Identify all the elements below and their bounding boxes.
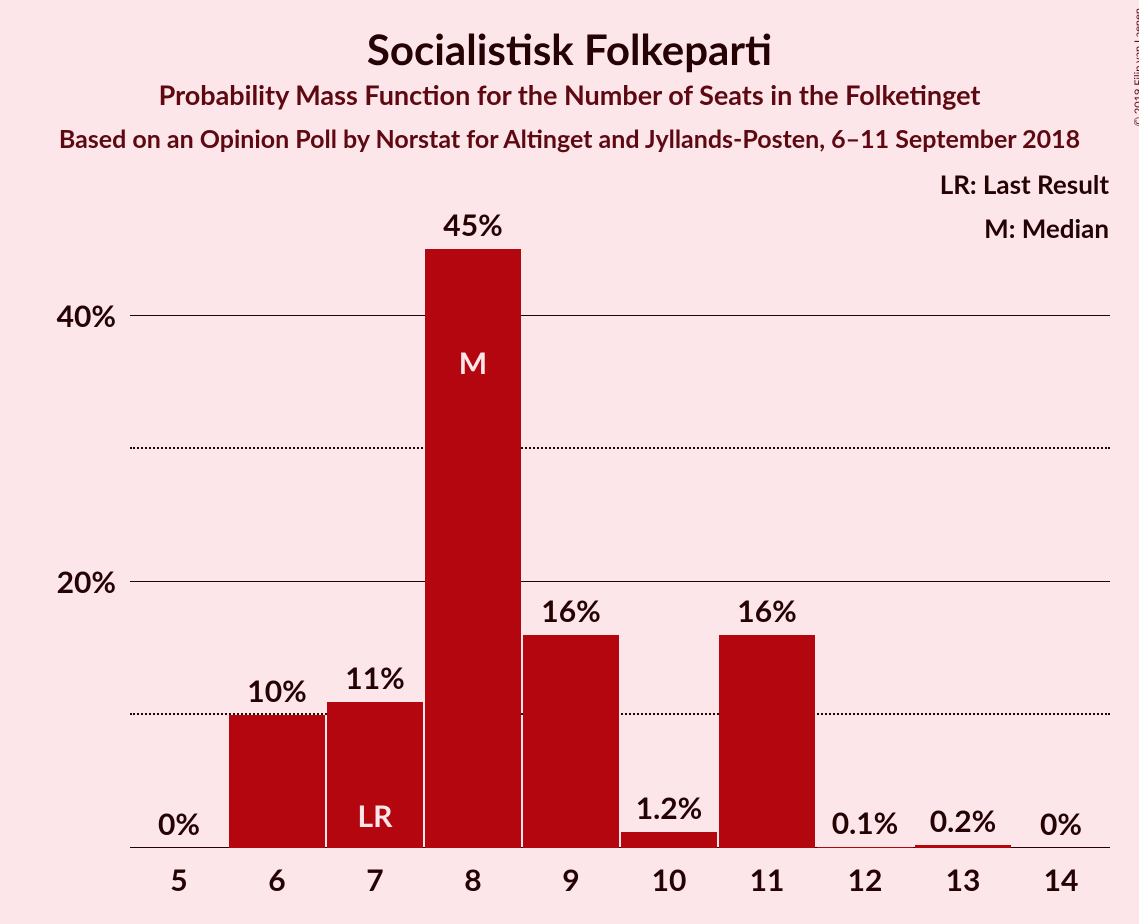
gridline bbox=[130, 447, 1110, 449]
x-axis-tick-label: 13 bbox=[946, 862, 981, 898]
bar: 0.2% bbox=[915, 845, 1011, 848]
x-axis-tick-label: 6 bbox=[268, 862, 285, 898]
x-axis-tick-label: 9 bbox=[562, 862, 579, 898]
y-axis-tick-label: 40% bbox=[57, 298, 116, 334]
bar: 16% bbox=[523, 635, 619, 848]
bar-value-label: 16% bbox=[541, 593, 600, 629]
bar: 45%M bbox=[425, 249, 521, 848]
x-axis-tick-label: 8 bbox=[464, 862, 481, 898]
chart-title: Socialistisk Folkeparti bbox=[0, 24, 1139, 74]
chart-subtitle: Probability Mass Function for the Number… bbox=[0, 78, 1139, 111]
bar-value-label: 0% bbox=[1040, 806, 1082, 842]
chart-plot-area: 20%40%0%510%611%LR745%M816%91.2%1016%110… bbox=[130, 216, 1110, 848]
bar: 11%LR bbox=[327, 702, 423, 848]
bar-value-label: 45% bbox=[443, 207, 502, 243]
bar-value-label: 10% bbox=[247, 673, 306, 709]
x-axis-tick-label: 14 bbox=[1044, 862, 1079, 898]
legend-item: LR: Last Result bbox=[940, 168, 1109, 200]
bar-inner-marker: M bbox=[459, 345, 487, 381]
bar-value-label: 0.2% bbox=[930, 803, 997, 839]
y-axis-tick-label: 20% bbox=[57, 564, 116, 600]
x-axis-tick-label: 10 bbox=[652, 862, 687, 898]
bar-value-label: 1.2% bbox=[636, 790, 703, 826]
bar: 0.1% bbox=[817, 847, 913, 848]
bar-value-label: 0% bbox=[158, 806, 200, 842]
bar-value-label: 16% bbox=[737, 593, 796, 629]
gridline bbox=[130, 315, 1110, 316]
x-axis-tick-label: 7 bbox=[366, 862, 383, 898]
chart-credit: © 2019 Filip van Laenen bbox=[1132, 8, 1139, 126]
gridline bbox=[130, 581, 1110, 582]
x-axis-tick-label: 11 bbox=[750, 862, 785, 898]
x-axis-tick-label: 5 bbox=[170, 862, 187, 898]
bar: 1.2% bbox=[621, 832, 717, 848]
x-axis-tick-label: 12 bbox=[848, 862, 883, 898]
bar-value-label: 11% bbox=[345, 660, 404, 696]
chart-source: Based on an Opinion Poll by Norstat for … bbox=[0, 124, 1139, 154]
bar-value-label: 0.1% bbox=[832, 805, 899, 841]
bar: 16% bbox=[719, 635, 815, 848]
bar: 10% bbox=[229, 715, 325, 848]
bar-inner-marker: LR bbox=[358, 798, 393, 834]
